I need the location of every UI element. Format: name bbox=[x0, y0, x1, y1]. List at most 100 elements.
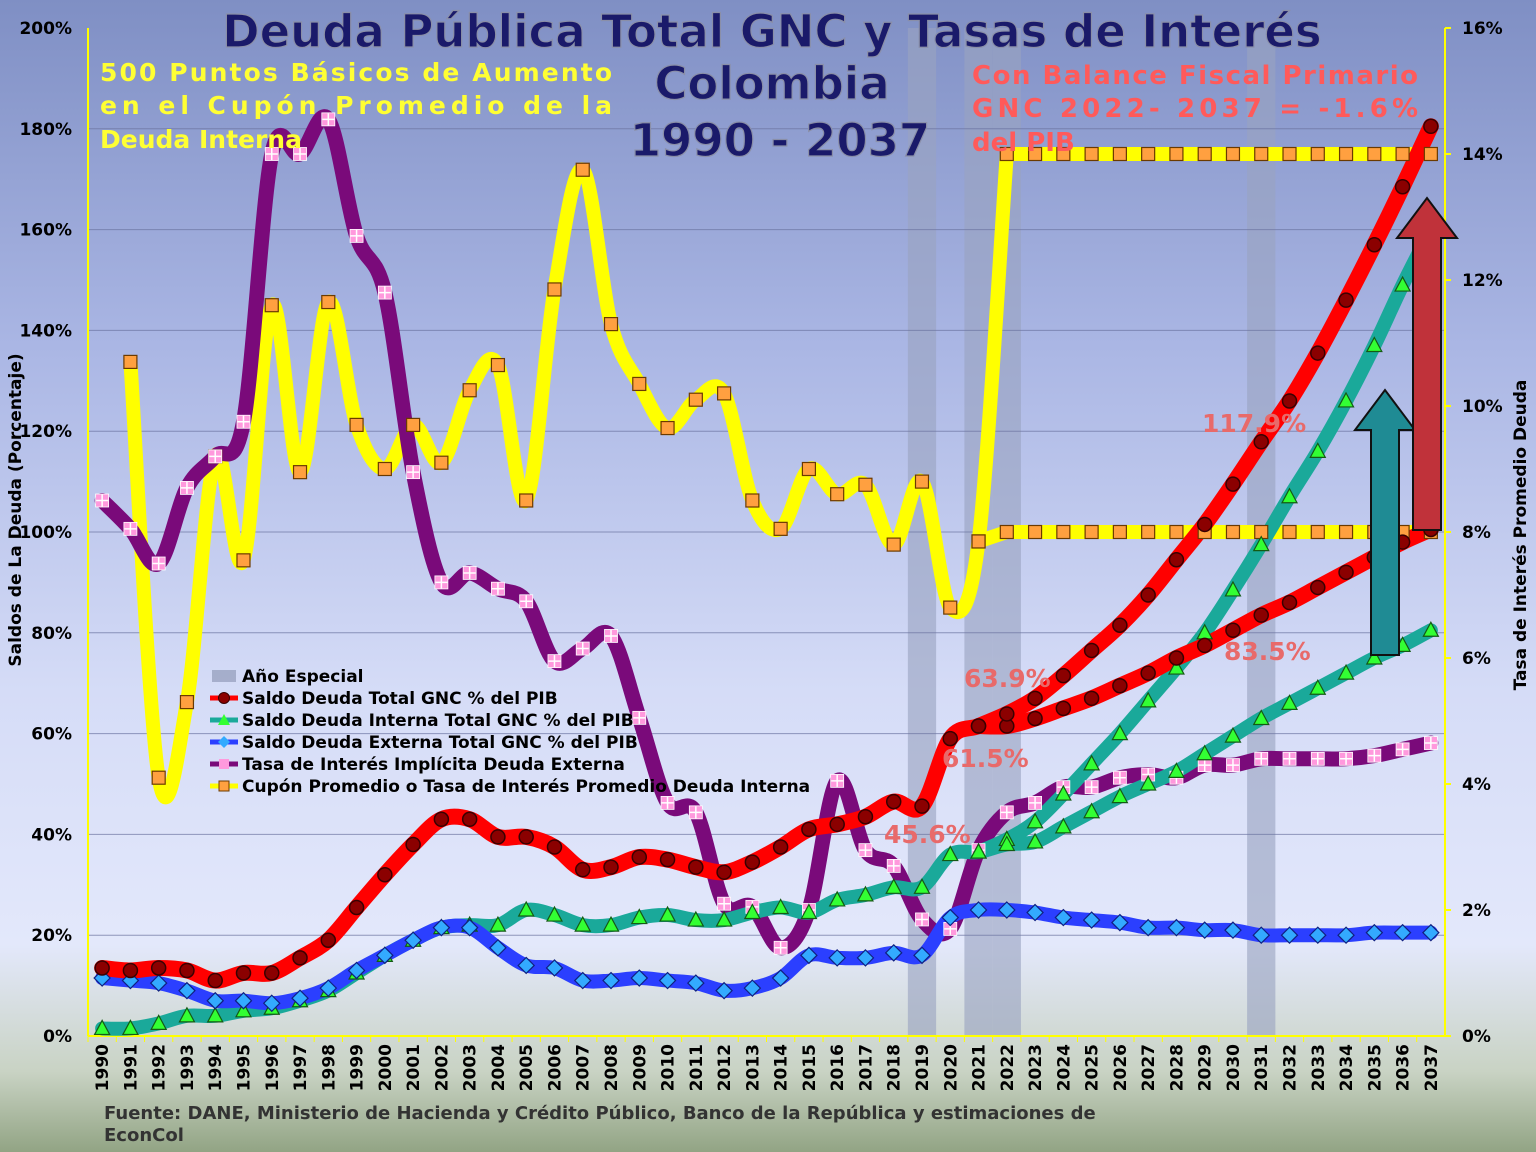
legend-item-5-label: Cupón Promedio o Tasa de Interés Promedi… bbox=[242, 777, 810, 797]
series-5-point-cross bbox=[1311, 752, 1324, 765]
series-5-point-cross bbox=[1029, 796, 1042, 809]
series-6-point bbox=[434, 455, 449, 470]
series-7-point bbox=[1141, 524, 1156, 540]
series-0-point bbox=[546, 839, 563, 855]
series-5-point-cross bbox=[378, 286, 391, 299]
series-markers bbox=[93, 112, 1440, 1036]
y-tick-label-left: 60% bbox=[31, 725, 72, 745]
series-4-point bbox=[432, 918, 451, 937]
series-5-point-cross bbox=[859, 844, 872, 857]
y-axis-right-label: Tasa de Interés Promedio Deuda bbox=[1511, 380, 1531, 691]
x-tick-label: 2005 bbox=[517, 1044, 537, 1091]
series-1-point bbox=[1196, 637, 1213, 654]
x-tick-label: 1994 bbox=[206, 1044, 226, 1091]
legend-item-1-label: Saldo Deuda Total GNC % del PIB bbox=[242, 689, 558, 709]
series-2-point bbox=[828, 890, 846, 907]
x-tick-label: 2019 bbox=[913, 1044, 933, 1091]
series-3-point bbox=[1111, 724, 1129, 741]
series-4-point bbox=[319, 979, 338, 997]
series-6-point bbox=[1112, 146, 1127, 162]
x-tick-label: 2003 bbox=[461, 1044, 481, 1091]
title-line-3: 1990 - 2037 bbox=[630, 114, 931, 167]
arrow-interna-increase bbox=[1353, 388, 1417, 656]
series-4-point bbox=[404, 931, 422, 950]
series-6-point bbox=[1056, 146, 1071, 162]
x-tick-label: 2037 bbox=[1422, 1044, 1442, 1091]
series-3-point bbox=[1224, 580, 1242, 597]
series-0-point bbox=[857, 809, 874, 825]
y-tick-label-right: 8% bbox=[1462, 523, 1491, 543]
series-6-point bbox=[236, 553, 251, 568]
series-4-point bbox=[234, 991, 253, 1010]
x-tick-label: 2014 bbox=[772, 1044, 792, 1091]
y-tick-label-right: 12% bbox=[1462, 271, 1503, 291]
y-tick-label-left: 20% bbox=[31, 926, 72, 946]
series-1-point bbox=[1225, 622, 1241, 639]
series-2-point bbox=[913, 878, 931, 894]
x-tick-label: 2011 bbox=[687, 1044, 707, 1091]
series-0-point bbox=[603, 859, 619, 875]
series-6-point bbox=[462, 383, 477, 398]
series-6-point bbox=[1310, 146, 1325, 162]
right-note-line-2: GNC 2022- 2037 = -1.6% bbox=[972, 94, 1418, 124]
series-4-point bbox=[291, 989, 309, 1008]
series-1-point bbox=[1083, 690, 1100, 707]
series-7-point bbox=[1084, 524, 1099, 540]
series-6-point bbox=[999, 146, 1014, 162]
x-tick-label: 2010 bbox=[659, 1044, 679, 1091]
x-tick-label: 1997 bbox=[291, 1044, 311, 1091]
y-tick-label-right: 2% bbox=[1462, 901, 1491, 921]
series-0-point bbox=[405, 836, 421, 853]
x-tick-label: 2036 bbox=[1394, 1044, 1414, 1091]
series-6-point bbox=[1169, 146, 1184, 162]
y-tick-label-right: 0% bbox=[1462, 1027, 1491, 1047]
value-label-61-5: 61.5% bbox=[942, 744, 1029, 773]
series-4-point bbox=[884, 943, 903, 962]
series-0-line bbox=[94, 118, 1439, 989]
x-tick-label: 2022 bbox=[998, 1044, 1018, 1091]
series-0-point bbox=[772, 839, 789, 855]
series-6-point bbox=[377, 461, 392, 477]
series-0-point bbox=[659, 851, 676, 868]
series-6-point bbox=[547, 282, 562, 297]
series-5-point-cross bbox=[209, 450, 222, 463]
series-6-point bbox=[886, 537, 901, 552]
series-7-point bbox=[999, 524, 1014, 540]
x-tick-label: 1999 bbox=[348, 1044, 368, 1091]
series-4-point bbox=[573, 971, 592, 990]
y-tick-label-right: 6% bbox=[1462, 649, 1491, 669]
series-5-point-cross bbox=[718, 897, 731, 910]
series-5-point-cross bbox=[1113, 771, 1126, 784]
series-5-point-cross bbox=[237, 415, 250, 428]
x-tick-label: 2008 bbox=[602, 1044, 622, 1091]
series-4-point bbox=[149, 974, 168, 992]
right-note-line-3: del PIB bbox=[972, 128, 1075, 158]
series-0-point bbox=[207, 972, 223, 989]
x-tick-label: 1992 bbox=[150, 1044, 170, 1091]
series-0-point bbox=[1140, 587, 1156, 603]
series-lines bbox=[94, 109, 1439, 1036]
series-6-point bbox=[264, 298, 279, 313]
series-2-point bbox=[1196, 744, 1214, 761]
series-0-point bbox=[688, 859, 704, 875]
series-0-point bbox=[1196, 516, 1213, 533]
x-tick-label: 2012 bbox=[715, 1044, 735, 1091]
series-5-point-cross bbox=[435, 576, 448, 589]
x-tick-label: 2021 bbox=[970, 1044, 990, 1091]
y-tick-label-left: 180% bbox=[19, 120, 72, 140]
legend-item-2-marker bbox=[218, 714, 230, 725]
left-note-line-3: Deuda Interna bbox=[100, 125, 302, 154]
series-4-point bbox=[206, 991, 225, 1010]
series-0-point bbox=[1394, 179, 1411, 195]
series-6-point bbox=[321, 294, 336, 310]
x-tick-label: 2033 bbox=[1309, 1044, 1329, 1091]
x-tick-label: 2029 bbox=[1196, 1044, 1216, 1091]
series-5-point-cross bbox=[152, 557, 165, 570]
value-label-63-9: 63.9% bbox=[964, 664, 1051, 693]
series-4-point bbox=[1365, 923, 1384, 942]
series-6-point bbox=[1027, 146, 1043, 162]
series-6-point bbox=[688, 392, 703, 407]
series-0-point bbox=[914, 798, 930, 814]
series-6-point bbox=[1282, 146, 1297, 162]
